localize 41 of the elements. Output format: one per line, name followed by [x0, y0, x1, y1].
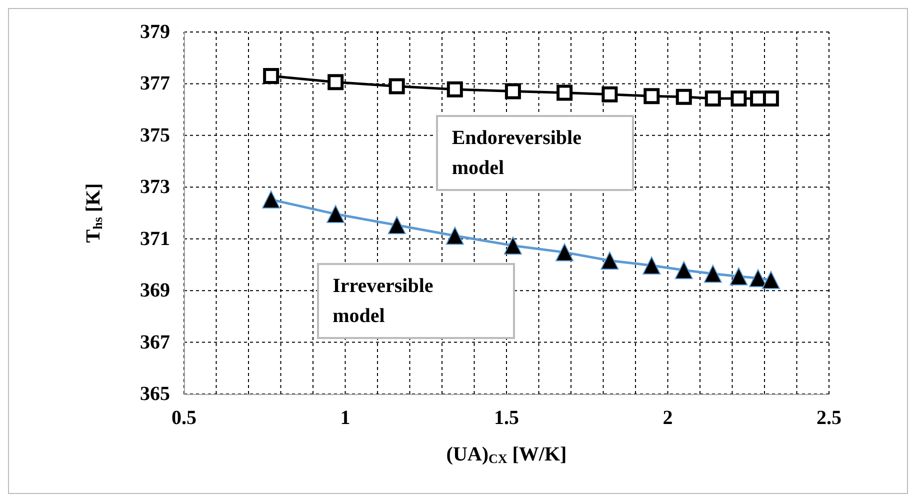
- point: [600, 252, 619, 270]
- point: [674, 261, 693, 280]
- text-box: Irreversible model: [316, 263, 515, 340]
- x-tick-label: 1.5: [494, 407, 519, 429]
- point: [326, 205, 345, 224]
- point: [446, 81, 463, 98]
- point: [704, 264, 722, 283]
- text-box: Endoreversible model: [436, 115, 634, 192]
- point: [388, 216, 406, 234]
- point: [704, 90, 721, 106]
- point: [644, 88, 660, 104]
- y-tick-label: 377: [140, 72, 170, 95]
- y-tick-label: 365: [140, 383, 170, 405]
- x-tick-label: 1: [340, 407, 350, 429]
- point: [642, 256, 661, 274]
- x-tick-label: 2.5: [816, 407, 842, 429]
- y-tick-label: 367: [140, 331, 170, 354]
- x-tick-label: 2: [662, 407, 673, 429]
- y-tick-label: 369: [140, 280, 170, 302]
- point: [388, 78, 405, 94]
- point: [556, 84, 573, 101]
- point: [262, 190, 280, 209]
- point: [730, 267, 748, 286]
- x-axis-title: (UA)CX [W/K]: [446, 444, 567, 466]
- y-axis-title: Ths [K]: [82, 183, 105, 243]
- y-tick-label: 375: [140, 124, 170, 146]
- x-tick-label: 0.5: [172, 407, 196, 429]
- y-tick-label: 373: [140, 176, 170, 198]
- point: [556, 243, 574, 262]
- point: [446, 226, 464, 245]
- point: [762, 90, 779, 106]
- point: [263, 68, 280, 84]
- point: [602, 86, 618, 102]
- y-tick-label: 379: [140, 21, 170, 43]
- y-tick-label: 371: [140, 228, 170, 250]
- point: [762, 270, 780, 289]
- point: [504, 236, 522, 255]
- point: [730, 90, 747, 106]
- point: [504, 83, 521, 100]
- point: [676, 88, 692, 105]
- point: [328, 74, 344, 90]
